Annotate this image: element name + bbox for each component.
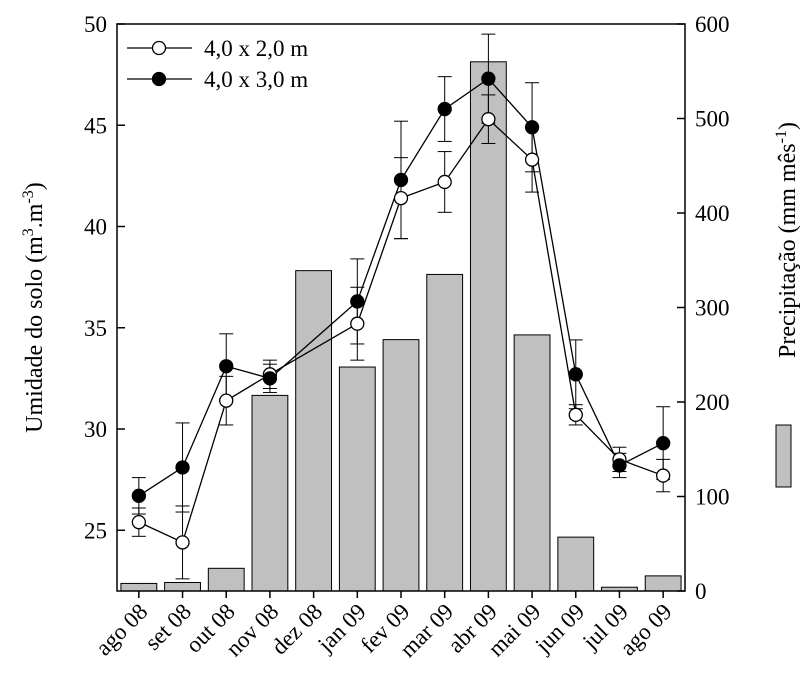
open-marker [524, 152, 540, 167]
series-line [138, 77, 664, 497]
legend-label: 4,0 x 2,0 m [204, 36, 308, 61]
filled-marker [131, 488, 146, 503]
x-tick-label: ago 08 [91, 599, 152, 660]
precipitation-bars [120, 61, 682, 592]
precipitation-bar [251, 394, 289, 592]
right-tick-label: 400 [695, 201, 730, 226]
precipitation-bar [644, 575, 682, 592]
filled-marker [612, 458, 627, 473]
filled-marker [350, 294, 365, 309]
open-marker [131, 515, 146, 530]
open-marker [393, 190, 409, 206]
open-marker [481, 112, 496, 127]
left-tick-label: 35 [84, 316, 107, 341]
left-tick-label: 45 [84, 113, 107, 138]
series-line [138, 118, 664, 544]
left-tick-label: 30 [84, 417, 107, 442]
filled-marker [481, 71, 496, 86]
filled-marker [524, 120, 540, 135]
legend-marker [151, 71, 167, 87]
right-tick-label: 300 [695, 296, 730, 321]
open-marker [656, 468, 671, 483]
filled-marker [175, 460, 190, 475]
right-axis-title: Precipitação (mm mês-1) [773, 122, 801, 358]
precipitation-bar [120, 582, 158, 592]
open-marker [350, 316, 365, 331]
precipitation-bar [513, 334, 551, 592]
right-tick-label: 0 [695, 579, 707, 604]
x-tick-label: jun 09 [530, 599, 589, 658]
right-tick-label: 600 [695, 12, 730, 37]
precipitation-bar [164, 581, 201, 592]
precipitation-bar [338, 366, 376, 592]
filled-marker [568, 367, 583, 382]
open-marker [437, 174, 452, 190]
left-tick-label: 40 [84, 215, 107, 240]
precipitation-bar [426, 273, 464, 592]
precipitation-bar [295, 270, 333, 592]
right-tick-label: 500 [695, 107, 730, 132]
left-tick-label: 25 [84, 518, 107, 543]
filled-marker [219, 359, 234, 374]
legend-marker [151, 40, 167, 56]
right-tick-label: 200 [695, 390, 730, 415]
precipitation-bar [469, 61, 507, 592]
left-y-axis: 25 30 35 40 45 50 [84, 12, 125, 543]
precipitation-bar [207, 567, 245, 592]
left-tick-label: 50 [84, 12, 107, 37]
soil-moisture-lines [131, 33, 671, 580]
right-tick-label: 100 [695, 485, 730, 510]
filled-marker [262, 371, 278, 386]
precipitation-bar [382, 339, 420, 592]
left-axis-title: Umidade do solo (m3.m-3) [20, 182, 48, 433]
open-marker [175, 535, 190, 550]
legend: 4,0 x 2,0 m 4,0 x 3,0 m [127, 36, 308, 92]
open-marker [219, 393, 234, 408]
legend-label: 4,0 x 3,0 m [204, 67, 308, 92]
filled-marker [437, 101, 452, 117]
open-marker [568, 407, 583, 422]
x-tick-label: jan 09 [312, 599, 371, 658]
x-tick-label: dez 08 [267, 599, 328, 660]
filled-marker [393, 172, 409, 188]
precipitation-bar [557, 536, 595, 592]
precipitation-legend-swatch [775, 424, 792, 488]
filled-marker [656, 436, 671, 451]
right-y-axis: 0 100 200 300 400 500 600 [677, 12, 730, 604]
